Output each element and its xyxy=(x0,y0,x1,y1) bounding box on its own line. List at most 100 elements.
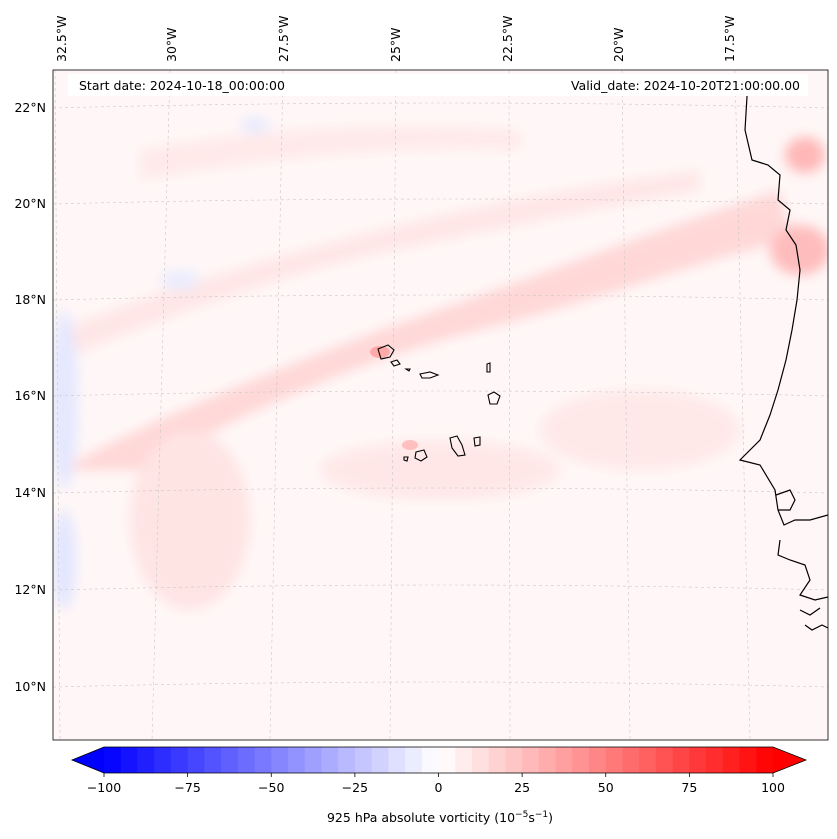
colorbar-segment xyxy=(237,747,256,773)
island-santo-antao xyxy=(377,344,395,360)
colorbar-tick-label: 75 xyxy=(681,780,697,795)
lon-label-30w: 30°W xyxy=(164,27,179,62)
colorbar-segment xyxy=(605,747,624,773)
colorbar: −100 −75 −50 −25 0 25 50 75 100 925 hPa absolute… xyxy=(70,746,808,825)
lat-label-18n: 18°N xyxy=(14,292,46,307)
colorbar-segments xyxy=(104,747,774,773)
colorbar-segment xyxy=(221,747,239,773)
colorbar-segment xyxy=(522,747,540,773)
map-panel xyxy=(53,70,828,740)
colorbar-segment xyxy=(354,747,373,773)
lon-label-20w: 20°W xyxy=(611,27,626,62)
lat-label-16n: 16°N xyxy=(14,388,46,403)
colorbar-segment xyxy=(505,747,523,773)
lat-label-20n: 20°N xyxy=(14,196,46,211)
colorbar-tick-label: 0 xyxy=(435,780,443,795)
vorticity-field xyxy=(53,117,828,610)
vorticity-band-upper xyxy=(140,126,520,180)
island-boa-vista xyxy=(487,391,501,405)
colorbar-segment xyxy=(187,747,205,773)
colorbar-tick-label: −100 xyxy=(87,780,121,795)
island-santiago xyxy=(449,435,466,457)
colorbar-segment xyxy=(120,747,139,773)
colorbar-segment xyxy=(321,747,339,773)
colorbar-label: 925 hPa absolute vorticity (10−5s−1) xyxy=(327,810,553,825)
colorbar-tick-label: −75 xyxy=(174,780,200,795)
lon-label-17-5w: 17.5°W xyxy=(722,16,737,62)
colorbar-segment xyxy=(287,747,306,773)
colorbar-segment xyxy=(371,747,389,773)
lon-label-25w: 25°W xyxy=(388,27,403,62)
colorbar-tick-label: 50 xyxy=(598,780,614,795)
colorbar-segment xyxy=(388,747,406,773)
island-brava xyxy=(403,456,409,462)
colorbar-extend-low xyxy=(72,747,104,773)
colorbar-segment xyxy=(421,747,440,773)
colorbar-ticks: −100 −75 −50 −25 0 25 50 75 100 xyxy=(87,773,785,795)
latitude-labels: 22°N 20°N 18°N 16°N 14°N 12°N 10°N xyxy=(14,100,46,694)
west-africa-coastline xyxy=(738,79,828,631)
colorbar-segment xyxy=(254,747,272,773)
cape-verde-islands xyxy=(377,344,501,462)
lat-label-10n: 10°N xyxy=(14,679,46,694)
vorticity-min-west xyxy=(53,310,78,490)
vorticity-max-coast xyxy=(770,225,828,275)
colorbar-tick-label: −25 xyxy=(342,780,368,795)
vorticity-spot-fogo xyxy=(402,440,418,450)
map-frame xyxy=(52,69,829,741)
colorbar-extend-high xyxy=(773,747,806,773)
colorbar-segment xyxy=(405,747,423,773)
island-sao-nicolau xyxy=(419,371,440,379)
lon-label-22-5w: 22.5°W xyxy=(500,16,515,62)
gridlines xyxy=(53,70,828,740)
colorbar-segment xyxy=(589,747,607,773)
lat-label-12n: 12°N xyxy=(14,582,46,597)
colorbar-segment xyxy=(170,747,189,773)
vorticity-spot-islands xyxy=(370,346,390,358)
vorticity-patch-south xyxy=(320,440,560,500)
valid-date-label: Valid_date: 2024-10-20T21:00:00.00 xyxy=(571,78,800,93)
island-fogo xyxy=(414,449,428,462)
colorbar-segment xyxy=(154,747,172,773)
vorticity-band-north xyxy=(60,170,700,360)
colorbar-segment xyxy=(137,747,155,773)
colorbar-segment xyxy=(488,747,507,773)
colorbar-segment xyxy=(555,747,573,773)
colorbar-segment xyxy=(271,747,289,773)
lat-label-22n: 22°N xyxy=(14,100,46,115)
vorticity-max-north xyxy=(785,137,825,173)
colorbar-segment xyxy=(538,747,557,773)
island-sao-vicente xyxy=(390,359,401,367)
island-sal xyxy=(486,362,491,373)
colorbar-segment xyxy=(204,747,222,773)
vorticity-min-north xyxy=(240,117,270,133)
colorbar-segment xyxy=(304,747,323,773)
start-date-label: Start date: 2024-10-18_00:00:00 xyxy=(79,78,285,93)
colorbar-segment xyxy=(104,747,122,773)
colorbar-tick-label: 25 xyxy=(514,780,530,795)
colorbar-segment xyxy=(438,747,456,773)
vorticity-band-main xyxy=(60,190,790,470)
longitude-labels: 32.5°W 30°W 27.5°W 25°W 22.5°W 20°W 17.5… xyxy=(54,16,737,62)
colorbar-segment xyxy=(655,747,674,773)
colorbar-segment xyxy=(622,747,640,773)
island-maio xyxy=(473,436,481,447)
colorbar-segment xyxy=(455,747,473,773)
lat-label-14n: 14°N xyxy=(14,485,46,500)
vorticity-patch-west xyxy=(130,430,250,610)
colorbar-segment xyxy=(639,747,657,773)
colorbar-tick-label: 100 xyxy=(761,780,785,795)
colorbar-segment xyxy=(338,747,356,773)
vorticity-min-southwest xyxy=(53,510,76,610)
lon-label-27-5w: 27.5°W xyxy=(276,16,291,62)
island-santa-luzia xyxy=(404,368,411,372)
vorticity-min-central xyxy=(160,270,200,290)
vorticity-patch-east xyxy=(540,390,740,470)
colorbar-segment xyxy=(689,747,707,773)
colorbar-segment xyxy=(471,747,490,773)
lon-label-32-5w: 32.5°W xyxy=(54,16,69,62)
colorbar-segment xyxy=(722,747,741,773)
colorbar-segment xyxy=(739,747,757,773)
colorbar-tick-label: −50 xyxy=(258,780,284,795)
